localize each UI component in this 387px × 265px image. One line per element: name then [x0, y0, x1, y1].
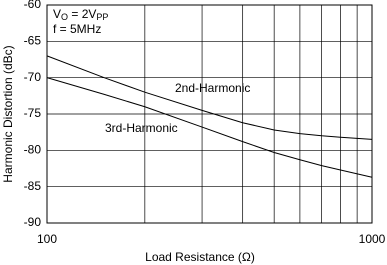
- annotation: VO = 2VPP: [53, 7, 108, 22]
- series-line: [46, 55, 373, 140]
- x-tick-label: 100: [37, 232, 57, 246]
- annotation: f = 5MHz: [53, 22, 101, 36]
- annotation-text: = 2V: [68, 7, 96, 21]
- y-tick-label: -70: [24, 70, 42, 84]
- x-tick-label: 1000: [359, 232, 386, 246]
- y-tick-label: -90: [24, 215, 42, 229]
- series-label: 2nd-Harmonic: [175, 81, 250, 95]
- annotation-subscript: O: [61, 12, 68, 22]
- plot-frame: [46, 4, 373, 224]
- y-axis-label: Harmonic Distortion (dBc): [1, 45, 15, 182]
- y-tick-label: -80: [24, 143, 42, 157]
- y-tick-label: -65: [24, 34, 42, 48]
- series-line: [46, 77, 373, 178]
- y-tick-label: -75: [24, 106, 42, 120]
- x-axis-label: Load Resistance (Ω): [145, 250, 255, 264]
- annotation-subscript: PP: [96, 12, 108, 22]
- series-label: 3rd-Harmonic: [105, 121, 178, 135]
- annotation-text: f = 5MHz: [53, 22, 101, 36]
- y-tick-label: -60: [24, 0, 42, 11]
- y-tick-label: -85: [24, 179, 42, 193]
- annotation-text: V: [53, 7, 61, 21]
